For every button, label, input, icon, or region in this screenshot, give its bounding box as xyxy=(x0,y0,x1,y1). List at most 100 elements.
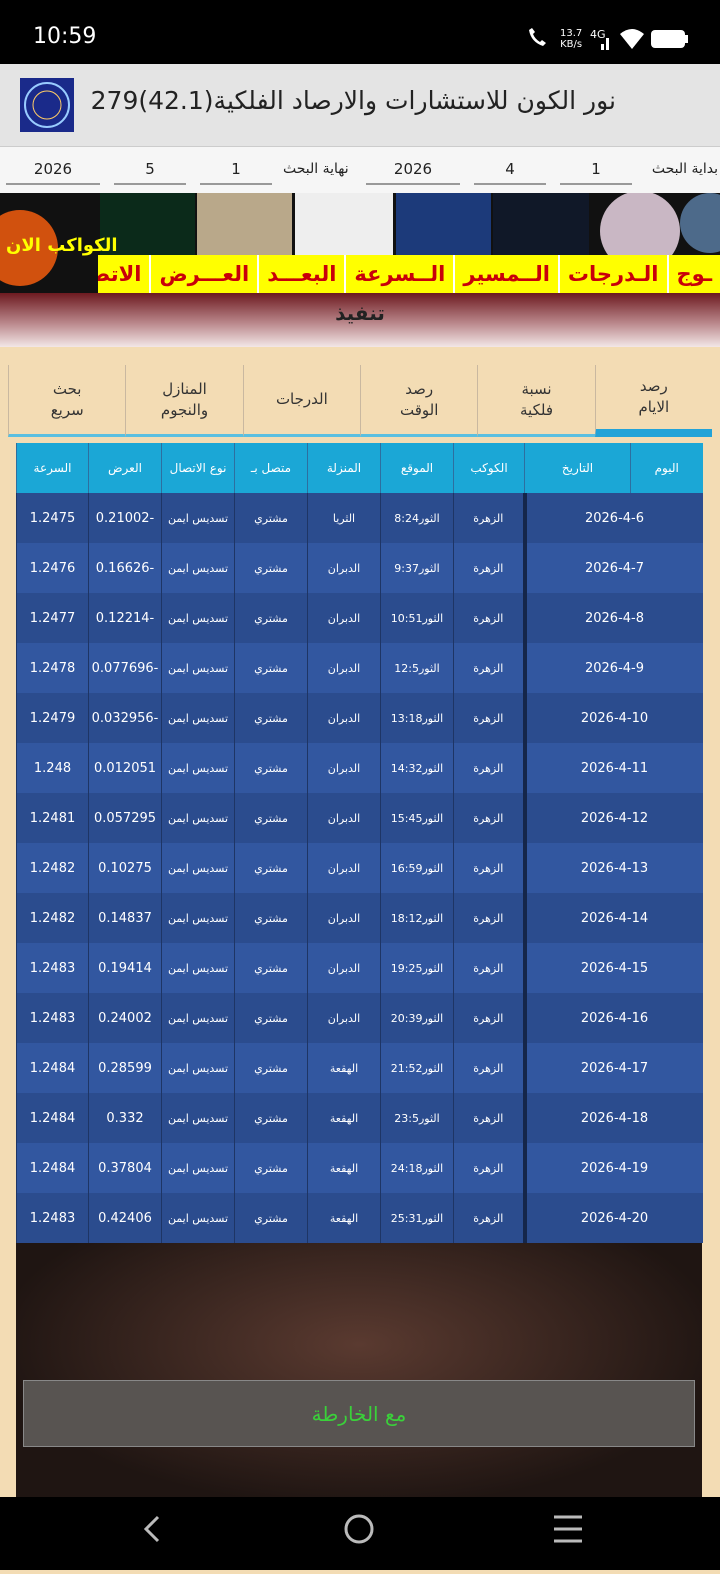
banner-label[interactable]: الاتصالات xyxy=(98,255,149,293)
table-cell: 0.14837 xyxy=(88,893,162,943)
time: 10:59 xyxy=(33,24,97,49)
table-cell: الزهرة xyxy=(453,593,525,643)
start-day[interactable]: 1 xyxy=(560,155,632,185)
menu-button[interactable] xyxy=(554,1515,582,1543)
back-button[interactable] xyxy=(143,1515,160,1543)
table-cell: الزهرة xyxy=(453,1093,525,1143)
table-cell: الدبران xyxy=(307,543,381,593)
table-cell: 1.2484 xyxy=(16,1043,89,1093)
table-cell: 0.28599 xyxy=(88,1043,162,1093)
header-row: اليوم التاريخ الكوكب الموقع المنزلة متصل بـ نو… xyxy=(16,443,703,493)
table-cell: الهقعة xyxy=(307,1043,381,1093)
end-year[interactable]: 2026 xyxy=(6,155,100,185)
banner-images xyxy=(0,193,720,286)
table-cell: الدبران xyxy=(307,893,381,943)
table-cell: 2026-4-7 xyxy=(522,543,703,593)
table-cell: مشتري xyxy=(234,493,308,543)
table-row: 2026-4-16 الزهرة الثور20:39 الدبران مشتري تسد… xyxy=(16,993,703,1043)
table-cell: الثور14:32 xyxy=(380,743,454,793)
table-cell: الزهرة xyxy=(453,1043,525,1093)
table-cell: تسديس ايمن xyxy=(161,1143,235,1193)
table-cell: 1.2482 xyxy=(16,893,89,943)
table-cell: الدبران xyxy=(307,643,381,693)
table-cell: 1.2483 xyxy=(16,993,89,1043)
table-cell: الثور21:52 xyxy=(380,1043,454,1093)
tab[interactable]: الدرجات xyxy=(242,365,361,437)
tab[interactable]: بحث سريع xyxy=(8,365,126,437)
table-cell: تسديس ايمن xyxy=(161,693,235,743)
table-cell: مشتري xyxy=(234,843,308,893)
home-button[interactable] xyxy=(344,1514,374,1544)
table-cell: الدبران xyxy=(307,843,381,893)
table-cell: الثور20:39 xyxy=(380,993,454,1043)
tab[interactable]: المنازل والنجوم xyxy=(125,365,243,437)
table-cell: 2026-4-11 xyxy=(522,743,703,793)
table-cell: 1.2477 xyxy=(16,593,89,643)
table-cell: 0.24002 xyxy=(88,993,162,1043)
tab[interactable]: رصد الوقت xyxy=(360,365,478,437)
speed-unit: KB/s xyxy=(560,39,583,50)
banner-label[interactable]: ـوج xyxy=(666,255,720,293)
table-cell: الدبران xyxy=(307,693,381,743)
table-cell: مشتري xyxy=(234,1093,308,1143)
end-month[interactable]: 5 xyxy=(114,155,186,185)
column-header: نوع الاتصال xyxy=(161,443,235,493)
table-row: 2026-4-15 الزهرة الثور19:25 الدبران مشتري تسد… xyxy=(16,943,703,993)
table-cell: 0.012051 xyxy=(88,743,162,793)
app-title: نور الكون للاستشارات والارصاد الفلكية(42… xyxy=(90,86,616,115)
table-cell: الزهرة xyxy=(453,1143,525,1193)
table-cell: الزهرة xyxy=(453,643,525,693)
start-year[interactable]: 2026 xyxy=(366,155,460,185)
table-cell: 0.332 xyxy=(88,1093,162,1143)
column-header: العرض xyxy=(88,443,162,493)
table-cell: 0.19414 xyxy=(88,943,162,993)
table-cell: الثور8:24 xyxy=(380,493,454,543)
banner-label[interactable]: الــسرعة xyxy=(344,255,453,293)
column-header: المنزلة xyxy=(307,443,381,493)
banner-label[interactable]: العـــرض xyxy=(149,255,257,293)
table-cell: مشتري xyxy=(234,1043,308,1093)
banner-label[interactable]: الـدرجات xyxy=(557,255,667,293)
nav-icons xyxy=(143,1514,582,1544)
table-cell: 2026-4-9 xyxy=(522,643,703,693)
table-cell: مشتري xyxy=(234,793,308,843)
table-cell: الثور19:25 xyxy=(380,943,454,993)
table-row: 2026-4-14 الزهرة الثور18:12 الدبران مشتري تسد… xyxy=(16,893,703,943)
table-row: 2026-4-13 الزهرة الثور16:59 الدبران مشتري تسد… xyxy=(16,843,703,893)
table-cell: الثور13:18 xyxy=(380,693,454,743)
table-cell: مشتري xyxy=(234,593,308,643)
table-row: 2026-4-10 الزهرة الثور13:18 الدبران مشتري تسد… xyxy=(16,693,703,743)
tabs: رصد الايام نسبة فلكية رصد الوقت الدرجات المن… xyxy=(8,365,712,437)
start-month[interactable]: 4 xyxy=(474,155,546,185)
table-cell: تسديس ايمن xyxy=(161,993,235,1043)
table-cell: الثريا xyxy=(307,493,381,543)
banner-label[interactable]: الــمسير xyxy=(453,255,558,293)
table-cell: 2026-4-8 xyxy=(522,593,703,643)
table-row: 2026-4-20 الزهرة الثور25:31 الهقعة مشتري تسدي… xyxy=(16,1193,703,1243)
table-cell: -0.032956 xyxy=(88,693,162,743)
table-cell: 1.2478 xyxy=(16,643,89,693)
results-table: اليوم التاريخ الكوكب الموقع المنزلة متصل بـ نو… xyxy=(16,443,703,1243)
table-cell: 2026-4-16 xyxy=(522,993,703,1043)
banner-label[interactable]: البعـــد xyxy=(257,255,344,293)
table-cell: مشتري xyxy=(234,1143,308,1193)
table-cell: مشتري xyxy=(234,943,308,993)
table-cell: 0.10275 xyxy=(88,843,162,893)
table-cell: مشتري xyxy=(234,1193,308,1243)
table-cell: تسديس ايمن xyxy=(161,543,235,593)
tab[interactable]: نسبة فلكية xyxy=(477,365,595,437)
table-cell: 2026-4-14 xyxy=(522,893,703,943)
table-cell: الهقعة xyxy=(307,1193,381,1243)
table-row: 2026-4-19 الزهرة الثور24:18 الهقعة مشتري تسدي… xyxy=(16,1143,703,1193)
table-cell: 0.42406 xyxy=(88,1193,162,1243)
table-cell: 2026-4-15 xyxy=(522,943,703,993)
table-cell: تسديس ايمن xyxy=(161,643,235,693)
map-button[interactable]: مع الخارطة xyxy=(23,1380,695,1447)
table-cell: مشتري xyxy=(234,993,308,1043)
tab[interactable]: رصد الايام xyxy=(594,365,712,437)
table-cell: -0.16626 xyxy=(88,543,162,593)
end-day[interactable]: 1 xyxy=(200,155,272,185)
table-cell: الزهرة xyxy=(453,943,525,993)
column-header: اليوم xyxy=(630,443,703,493)
execute-button[interactable]: تنفيذ xyxy=(0,293,720,347)
